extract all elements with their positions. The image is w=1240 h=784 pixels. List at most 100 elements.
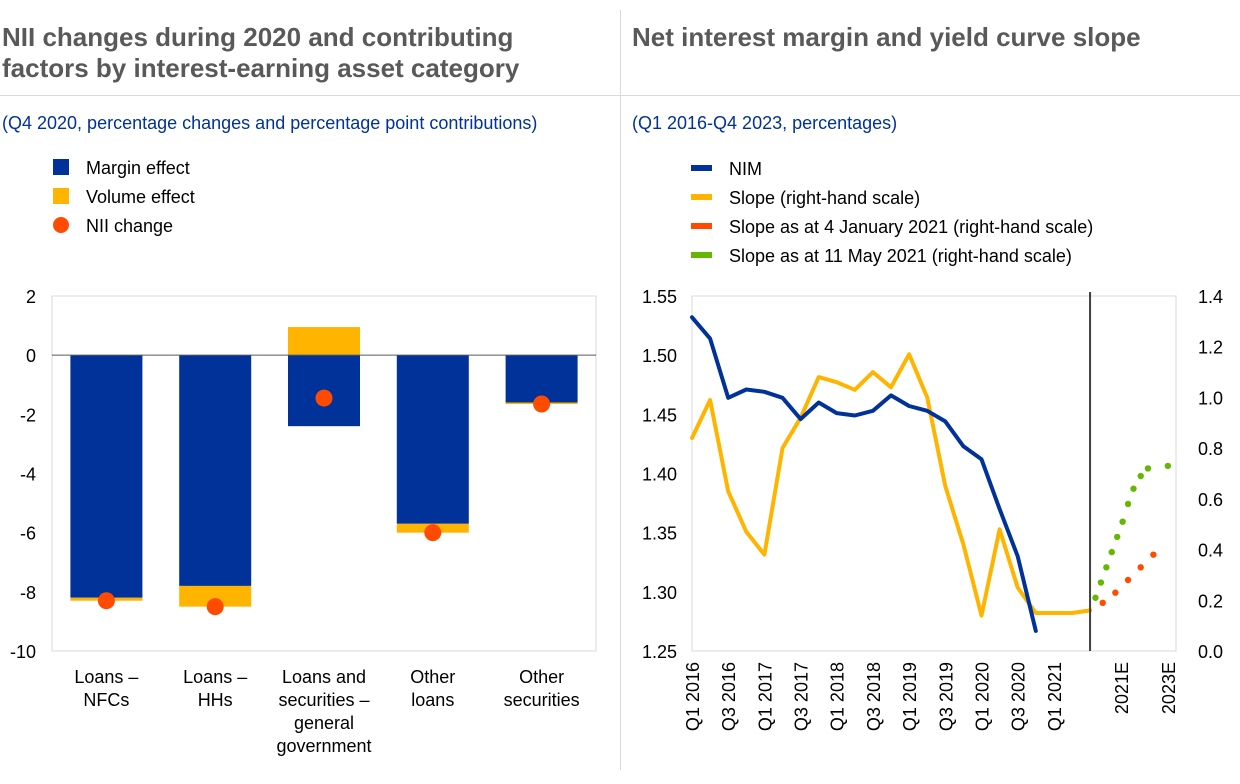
left-y-tick-label: 1.55 [642, 287, 677, 307]
x-category-label: Loans and [282, 667, 366, 687]
point-slope-jan-2021 [1150, 551, 1157, 558]
legend-label: NIM [729, 159, 762, 179]
y-tick-label: -2 [20, 405, 36, 425]
point-slope-may-2021 [1103, 564, 1110, 571]
left-y-tick-label: 1.40 [642, 465, 677, 485]
x-tick-label: Q1 2016 [683, 662, 703, 731]
point-slope-may-2021 [1130, 485, 1137, 492]
left-y-tick-label: 1.50 [642, 346, 677, 366]
point-nii-change [315, 389, 333, 407]
left-y-tick-label: 1.45 [642, 405, 677, 425]
right-y-tick-label: 1.0 [1198, 388, 1223, 408]
point-nii-change [97, 592, 115, 610]
x-tick-label: Q1 2021 [1045, 662, 1065, 731]
x-category-label: Loans – [74, 667, 138, 687]
legend-label: NII change [86, 216, 173, 236]
right-chart-subtitle: (Q1 2016-Q4 2023, percentages) [632, 113, 898, 133]
right-y-tick-label: 0.0 [1198, 642, 1223, 662]
right-y-tick-label: 1.2 [1198, 338, 1223, 358]
bar-volume-effect [288, 327, 360, 356]
legend-label: Volume effect [86, 187, 195, 207]
series-line-nim [690, 315, 1038, 633]
x-category-label: Other [410, 667, 455, 687]
x-tick-label: Q1 2020 [972, 662, 992, 731]
point-nii-change [206, 598, 224, 616]
legend-line-swatch [691, 223, 712, 229]
x-category-label: securities [504, 690, 580, 710]
left-title-line-2: factors by interest-earning asset catego… [2, 53, 520, 83]
left-y-tick-label: 1.30 [642, 583, 677, 603]
point-slope-may-2021 [1108, 548, 1115, 556]
legend-line-swatch [691, 194, 712, 200]
point-slope-may-2021 [1144, 465, 1152, 472]
legend-swatch [53, 159, 69, 175]
point-slope-may-2021 [1119, 518, 1126, 525]
point-slope-jan-2021 [1137, 564, 1144, 571]
x-tick-label: Q1 2017 [755, 662, 775, 731]
x-category-label: general [294, 713, 354, 733]
y-tick-label: -8 [20, 583, 36, 603]
legend-swatch [53, 217, 69, 233]
point-slope-may-2021 [1097, 579, 1105, 586]
bar-margin-effect [505, 355, 578, 403]
bar-margin-effect [70, 355, 143, 598]
y-tick-label: 0 [26, 346, 36, 366]
legend-label: Margin effect [86, 158, 190, 178]
series-line-slope [690, 352, 1093, 618]
left-title-line-1: NII changes during 2020 and contributing [2, 22, 514, 52]
point-slope-may-2021 [1113, 533, 1121, 541]
y-tick-label: -4 [20, 465, 36, 485]
x-tick-label: 2023E [1159, 662, 1179, 714]
x-category-label: government [276, 736, 371, 756]
point-slope-jan-2021 [1099, 599, 1106, 607]
x-tick-label: 2021E [1112, 662, 1132, 714]
left-chart-title: NII changes during 2020 and contributing… [2, 22, 519, 84]
point-slope-may-2021 [1092, 594, 1099, 601]
x-tick-label: Q3 2017 [792, 662, 812, 731]
left-chart-subtitle: (Q4 2020, percentage changes and percent… [2, 113, 538, 133]
x-category-label: HHs [198, 690, 233, 710]
plot-area-frame-right [691, 295, 1177, 652]
right-y-tick-label: 0.8 [1198, 439, 1223, 459]
title-divider [0, 95, 1240, 96]
legend-line-swatch [691, 165, 712, 171]
legend-swatch [53, 188, 69, 204]
panel-divider [620, 10, 621, 770]
right-y-tick-label: 0.6 [1198, 490, 1223, 510]
y-tick-label: -10 [10, 642, 36, 662]
bar-margin-effect [396, 355, 469, 524]
legend-label: Slope as at 4 January 2021 (right-hand s… [729, 217, 1093, 237]
legend-label: Slope (right-hand scale) [729, 188, 920, 208]
x-category-label: NFCs [83, 690, 129, 710]
point-slope-jan-2021 [1124, 576, 1132, 584]
y-tick-label: -6 [20, 524, 36, 544]
x-tick-label: Q3 2020 [1009, 662, 1029, 731]
x-tick-label: Q3 2019 [936, 662, 956, 731]
left-y-tick-label: 1.35 [642, 524, 677, 544]
x-tick-label: Q3 2018 [864, 662, 884, 731]
left-y-tick-label: 1.25 [642, 642, 677, 662]
legend-line-swatch [691, 252, 712, 258]
legend-label: Slope as at 11 May 2021 (right-hand scal… [729, 246, 1072, 266]
bar-volume-effect [179, 585, 252, 607]
right-y-tick-label: 1.4 [1198, 287, 1223, 307]
point-slope-may-2021 [1124, 500, 1132, 508]
right-y-tick-label: 0.4 [1198, 541, 1223, 561]
x-tick-label: Q1 2019 [900, 662, 920, 731]
point-nii-change [424, 524, 442, 542]
x-category-label: Loans – [183, 667, 247, 687]
x-category-label: loans [411, 690, 454, 710]
point-slope-jan-2021 [1112, 589, 1119, 596]
plot-area-frame [51, 295, 597, 652]
point-slope-may-2021 [1164, 462, 1172, 470]
right-y-tick-label: 0.2 [1198, 591, 1223, 611]
y-tick-label: 2 [26, 287, 36, 307]
x-tick-label: Q3 2016 [719, 662, 739, 731]
x-category-label: Other [519, 667, 564, 687]
right-chart-title: Net interest margin and yield curve slop… [632, 22, 1141, 52]
x-category-label: securities – [278, 690, 369, 710]
point-slope-may-2021 [1137, 472, 1144, 480]
point-nii-change [533, 395, 551, 413]
x-tick-label: Q1 2018 [828, 662, 848, 731]
